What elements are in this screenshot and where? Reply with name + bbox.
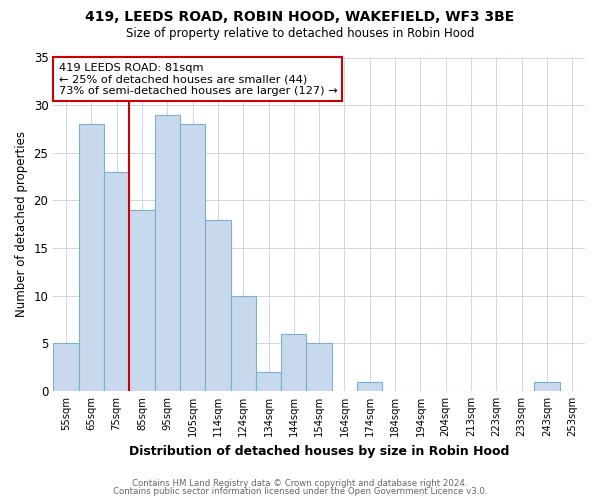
Bar <box>307 344 332 391</box>
Bar <box>535 382 560 391</box>
X-axis label: Distribution of detached houses by size in Robin Hood: Distribution of detached houses by size … <box>129 444 509 458</box>
Text: 419 LEEDS ROAD: 81sqm
← 25% of detached houses are smaller (44)
73% of semi-deta: 419 LEEDS ROAD: 81sqm ← 25% of detached … <box>59 62 337 96</box>
Bar <box>357 382 382 391</box>
Text: Contains HM Land Registry data © Crown copyright and database right 2024.: Contains HM Land Registry data © Crown c… <box>132 478 468 488</box>
Bar <box>281 334 307 391</box>
Bar <box>205 220 230 391</box>
Text: Size of property relative to detached houses in Robin Hood: Size of property relative to detached ho… <box>126 28 474 40</box>
Bar <box>53 344 79 391</box>
Bar <box>256 372 281 391</box>
Text: Contains public sector information licensed under the Open Government Licence v3: Contains public sector information licen… <box>113 487 487 496</box>
Bar <box>180 124 205 391</box>
Bar <box>155 114 180 391</box>
Bar <box>230 296 256 391</box>
Bar <box>79 124 104 391</box>
Text: 419, LEEDS ROAD, ROBIN HOOD, WAKEFIELD, WF3 3BE: 419, LEEDS ROAD, ROBIN HOOD, WAKEFIELD, … <box>85 10 515 24</box>
Y-axis label: Number of detached properties: Number of detached properties <box>15 132 28 318</box>
Bar <box>104 172 129 391</box>
Bar <box>129 210 155 391</box>
